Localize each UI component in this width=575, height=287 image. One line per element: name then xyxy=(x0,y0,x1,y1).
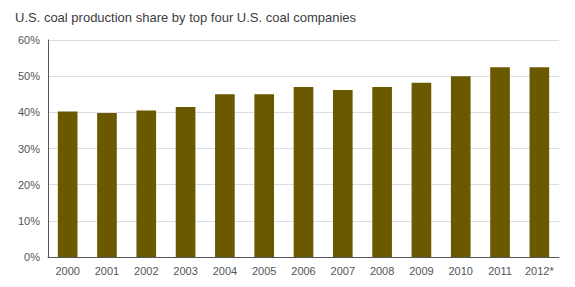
svg-text:2012*: 2012* xyxy=(525,265,554,277)
svg-text:U.S. coal production share by: U.S. coal production share by top four U… xyxy=(15,10,357,25)
svg-text:2000: 2000 xyxy=(55,265,79,277)
svg-text:2009: 2009 xyxy=(409,265,433,277)
svg-text:40%: 40% xyxy=(18,106,40,118)
svg-text:2006: 2006 xyxy=(291,265,315,277)
svg-text:30%: 30% xyxy=(18,143,40,155)
svg-text:50%: 50% xyxy=(18,70,40,82)
svg-text:2008: 2008 xyxy=(370,265,394,277)
svg-text:10%: 10% xyxy=(18,215,40,227)
svg-text:2004: 2004 xyxy=(213,265,237,277)
svg-text:2005: 2005 xyxy=(252,265,276,277)
svg-text:2001: 2001 xyxy=(95,265,119,277)
svg-text:2002: 2002 xyxy=(134,265,158,277)
svg-text:60%: 60% xyxy=(18,34,40,46)
svg-text:2010: 2010 xyxy=(448,265,472,277)
svg-text:2003: 2003 xyxy=(173,265,197,277)
svg-text:0%: 0% xyxy=(24,251,40,263)
svg-text:20%: 20% xyxy=(18,179,40,191)
svg-text:2011: 2011 xyxy=(488,265,512,277)
svg-text:2007: 2007 xyxy=(331,265,355,277)
